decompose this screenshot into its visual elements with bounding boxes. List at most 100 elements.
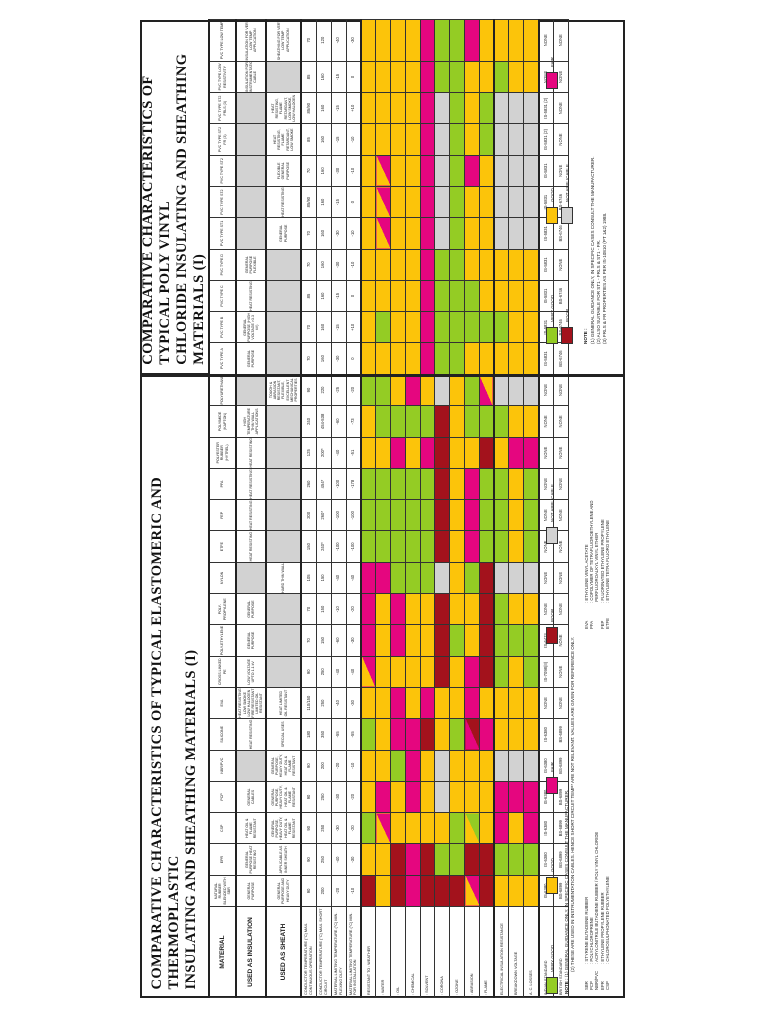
rating-cell [405,437,421,469]
rating-cell [361,280,376,312]
rating-cell [523,405,539,438]
indian-standard-value: IS-6380 [538,812,554,844]
rating-cell [420,875,435,907]
rating-cell [390,750,406,782]
british-standard-value: NONE [553,123,569,156]
rating-cell [390,123,406,156]
rating-cell [464,843,480,876]
temperature-value: -15 [331,280,346,312]
rating-label: : SOLVENT [420,906,435,998]
rating-cell [420,562,435,594]
temperature-value: 350 [316,718,331,751]
rating-cell [361,61,376,93]
rating-cell [420,342,435,375]
rating-cell [464,374,480,406]
material-name: NYLON [209,562,236,594]
rating-cell [434,61,450,93]
rating-cell [523,311,539,343]
rating-cell [494,19,509,62]
rating-cell [375,468,391,500]
temperature-value: -30 [331,249,346,281]
temperature-value: -20 [346,593,361,625]
rating-cell [390,562,406,594]
rating-label: : CORONA [434,906,450,998]
rating-cell [434,624,450,657]
note-label: NOTE : [564,978,569,994]
rating-cell [508,186,524,218]
temperature-value: 85 [301,280,316,312]
rating-cell [449,875,465,907]
insulation-row: USED AS INSULATION GENERAL PURPOSE GENERAL… [236,19,266,998]
temperature-value: -55 [331,718,346,751]
rating-cell [508,311,524,343]
characteristics-table: COMPARATIVE CHARACTERISTICS OF TYPICAL E… [140,19,569,998]
rating-cell [449,530,465,563]
rating-cell [464,186,480,218]
rating-cell [479,812,495,844]
temperature-value: 150 [316,624,331,657]
rating-cell [434,437,450,469]
table-divider [140,374,625,377]
rating-cell [390,593,406,625]
rating-row: : OIL [390,19,406,998]
rating-cell [434,19,450,62]
sheath-use: APPLICABLE AS INNER SHEATH [266,843,301,876]
temperature-value: -10 [346,155,361,187]
rating-cell [375,843,391,876]
fair-swatch [546,777,558,794]
british-standard-value: NONE [553,656,569,688]
rating-cell [479,374,495,406]
rating-cell [523,656,539,688]
rating-cell [361,718,376,751]
temperature-value: 200 [316,875,331,907]
temperature-value: 200* [316,437,331,469]
rating-cell [390,186,406,218]
temperature-value: 200 [316,750,331,782]
temperature-value: -100 [331,530,346,563]
insulation-use: HEAT RESISTING LOW SMOKE LOW HALOGEN FIR… [236,687,266,719]
rating-cell [464,499,480,531]
temperature-value: 240* [316,530,331,563]
rating-cell [464,155,480,187]
rating-cell [494,437,509,469]
temperature-value: 240 [301,405,316,438]
insulation-use: HIGH TEMPERATURE THIN WALL APPLICATIONS [236,405,266,438]
rating-cell [361,342,376,375]
rating-cell [449,562,465,594]
rating-cell [464,405,480,438]
rating-cell [375,61,391,93]
rating-row: RESISTANT TO : WEATHER [361,19,376,998]
rating-cell [494,593,509,625]
rating-cell [479,437,495,469]
title-line: CHLORIDE INSULATING AND SHEATHING MATERI… [174,53,207,365]
temperature-value: -73 [346,405,361,438]
temperature-value: -100 [331,468,346,500]
rating-cell [361,499,376,531]
rating-cell [390,311,406,343]
insulation-use [236,750,266,782]
temperature-value: 250 [316,656,331,688]
rating-cell [494,123,509,156]
rating-cell [405,656,421,688]
rating-cell [479,624,495,657]
british-standard-value: NONE [553,562,569,594]
temperature-value: 105 [301,562,316,594]
rating-cell [375,687,391,719]
rating-cell [434,342,450,375]
rating-cell [361,92,376,124]
material-name: PVC TYPE A [209,342,236,375]
rating-cell [494,280,509,312]
rating-cell [464,217,480,250]
rating-cell [479,311,495,343]
insulation-use [236,123,266,156]
rating-cell [361,374,376,406]
rating-cell [361,781,376,813]
rating-row: : SOLVENT [420,19,435,998]
rating-cell [449,812,465,844]
sheath-use: SPECIAL USES [266,718,301,751]
rating-cell [494,750,509,782]
title-row: COMPARATIVE CHARACTERISTICS OF TYPICAL E… [140,19,209,998]
temperature-value: -25 [331,374,346,406]
rating-row: : WATER [375,19,391,998]
temperature-value: -15 [331,92,346,124]
